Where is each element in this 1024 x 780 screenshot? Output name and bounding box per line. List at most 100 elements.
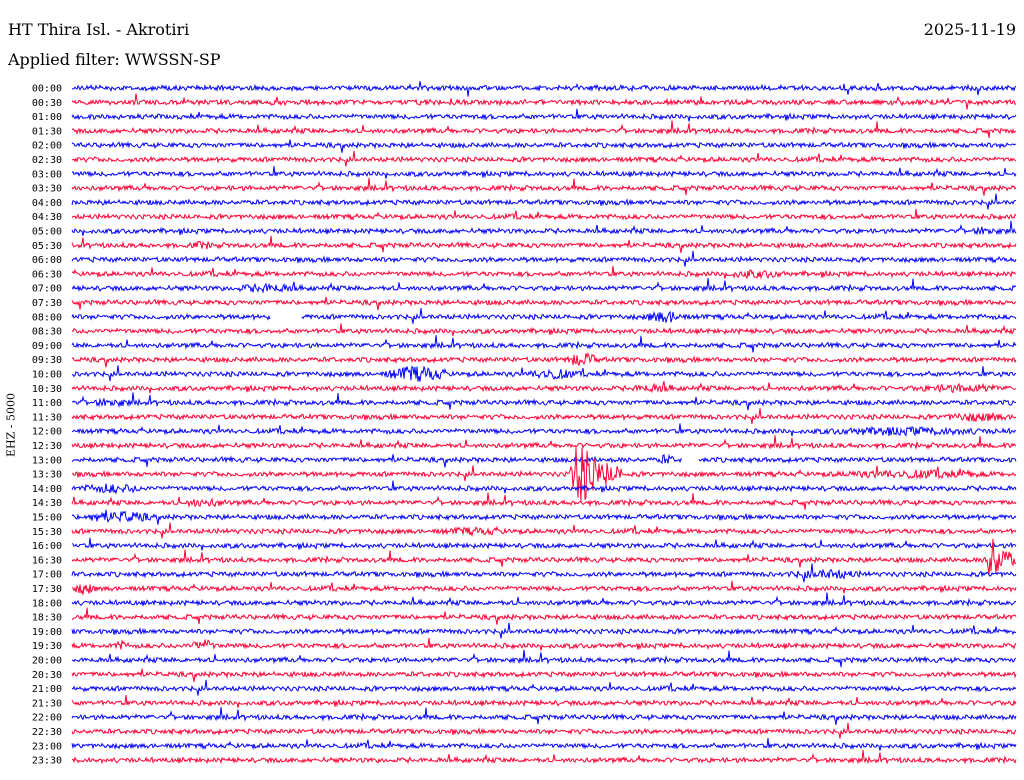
trace-row-2300 — [71, 737, 1017, 751]
trace-row-0730 — [71, 296, 1017, 311]
time-tick-label: 08:30 — [32, 327, 62, 338]
trace-row-0630 — [71, 266, 1017, 280]
trace-row-0800 — [71, 308, 1017, 324]
trace-row-2200 — [71, 706, 1017, 725]
time-tick-label: 16:30 — [32, 555, 62, 566]
time-tick-label: 05:00 — [32, 227, 62, 238]
time-tick-label: 17:30 — [32, 584, 62, 595]
time-tick-label: 03:30 — [32, 184, 62, 195]
time-tick-label: 23:30 — [32, 756, 62, 767]
time-tick-label: 06:00 — [32, 255, 62, 266]
trace-row-1400 — [71, 480, 1017, 495]
time-tick-label: 23:00 — [32, 741, 62, 752]
trace-row-1930 — [71, 637, 1017, 651]
time-tick-label: 20:00 — [32, 656, 62, 667]
time-tick-label: 09:00 — [32, 341, 62, 352]
time-tick-label: 18:30 — [32, 613, 62, 624]
trace-row-1500 — [71, 509, 1017, 525]
time-tick-label: 01:30 — [32, 126, 62, 137]
time-tick-label: 14:30 — [32, 498, 62, 509]
trace-row-0930 — [71, 352, 1017, 368]
time-tick-label: 12:30 — [32, 441, 62, 452]
trace-row-1330 — [71, 447, 1017, 502]
time-tick-label: 15:00 — [32, 513, 62, 524]
trace-row-0900 — [71, 335, 1017, 353]
trace-row-0330 — [71, 177, 1017, 196]
trace-row-1030 — [71, 380, 1017, 394]
time-tick-label: 22:00 — [32, 713, 62, 724]
time-tick-label: 18:00 — [32, 598, 62, 609]
time-tick-label: 08:00 — [32, 312, 62, 323]
time-tick-label: 16:00 — [32, 541, 62, 552]
time-tick-label: 01:00 — [32, 112, 62, 123]
time-tick-label: 07:00 — [32, 284, 62, 295]
trace-row-2130 — [71, 695, 1017, 708]
trace-row-0130 — [71, 120, 1017, 138]
trace-row-1130 — [71, 408, 1017, 424]
trace-row-0230 — [71, 150, 1017, 167]
trace-row-0000 — [71, 81, 1017, 97]
trace-row-1800 — [71, 592, 1017, 608]
time-tick-label: 04:00 — [32, 198, 62, 209]
trace-row-2230 — [71, 722, 1017, 739]
trace-row-0030 — [71, 93, 1017, 110]
time-tick-label: 02:30 — [32, 155, 62, 166]
time-tick-label: 05:30 — [32, 241, 62, 252]
trace-row-1700 — [71, 563, 1017, 583]
trace-row-0830 — [71, 323, 1017, 337]
time-tick-label: 00:00 — [32, 84, 62, 95]
trace-row-1900 — [71, 622, 1016, 639]
trace-row-0600 — [71, 250, 1017, 267]
trace-row-0530 — [71, 235, 1017, 253]
trace-row-1530 — [71, 522, 1017, 539]
trace-row-1630 — [71, 538, 1017, 576]
trace-row-1000 — [72, 365, 1017, 382]
date-label: 2025-11-19 — [923, 20, 1016, 39]
trace-row-0700 — [71, 277, 1017, 294]
trace-row-1100 — [71, 392, 1017, 411]
trace-row-0200 — [71, 139, 1017, 153]
time-tick-label: 11:00 — [32, 398, 62, 409]
trace-row-2100 — [71, 679, 1017, 696]
trace-row-2330 — [71, 749, 1017, 765]
filter-label: Applied filter: WWSSN-SP — [8, 50, 221, 69]
time-tick-label: 11:30 — [32, 412, 62, 423]
time-tick-label: 15:30 — [32, 527, 62, 538]
trace-row-1600 — [71, 537, 1017, 551]
time-tick-label: 03:00 — [32, 169, 62, 180]
time-tick-label: 04:30 — [32, 212, 62, 223]
trace-row-1300 — [71, 453, 1017, 468]
trace-row-0300 — [71, 165, 1017, 179]
trace-row-0430 — [71, 208, 1017, 221]
time-tick-label: 14:00 — [32, 484, 62, 495]
time-tick-label: 06:30 — [32, 269, 62, 280]
time-tick-label: 13:00 — [32, 455, 62, 466]
trace-row-2030 — [71, 668, 1017, 682]
trace-row-1830 — [71, 607, 1017, 625]
time-tick-label: 13:30 — [32, 470, 62, 481]
time-tick-label: 19:30 — [32, 641, 62, 652]
time-tick-label: 10:00 — [32, 370, 62, 381]
time-tick-label: 21:30 — [32, 698, 62, 709]
time-tick-label: 12:00 — [32, 427, 62, 438]
trace-row-2000 — [71, 649, 1017, 668]
time-tick-label: 07:30 — [32, 298, 62, 309]
station-title: HT Thira Isl. - Akrotiri — [8, 20, 190, 39]
trace-row-0500 — [71, 220, 1017, 236]
trace-row-1430 — [71, 492, 1017, 510]
time-tick-label: 20:30 — [32, 670, 62, 681]
trace-row-1200 — [71, 423, 1017, 437]
time-tick-label: 00:30 — [32, 98, 62, 109]
time-tick-label: 17:00 — [32, 570, 62, 581]
trace-row-0400 — [71, 193, 1017, 210]
trace-row-1730 — [71, 580, 1017, 595]
time-tick-label: 02:00 — [32, 141, 62, 152]
time-tick-label: 19:00 — [32, 627, 62, 638]
time-tick-label: 22:30 — [32, 727, 62, 738]
time-tick-label: 10:30 — [32, 384, 62, 395]
trace-row-0100 — [71, 108, 1017, 122]
trace-row-1230 — [71, 435, 1017, 451]
time-tick-label: 21:00 — [32, 684, 62, 695]
time-tick-label: 09:30 — [32, 355, 62, 366]
